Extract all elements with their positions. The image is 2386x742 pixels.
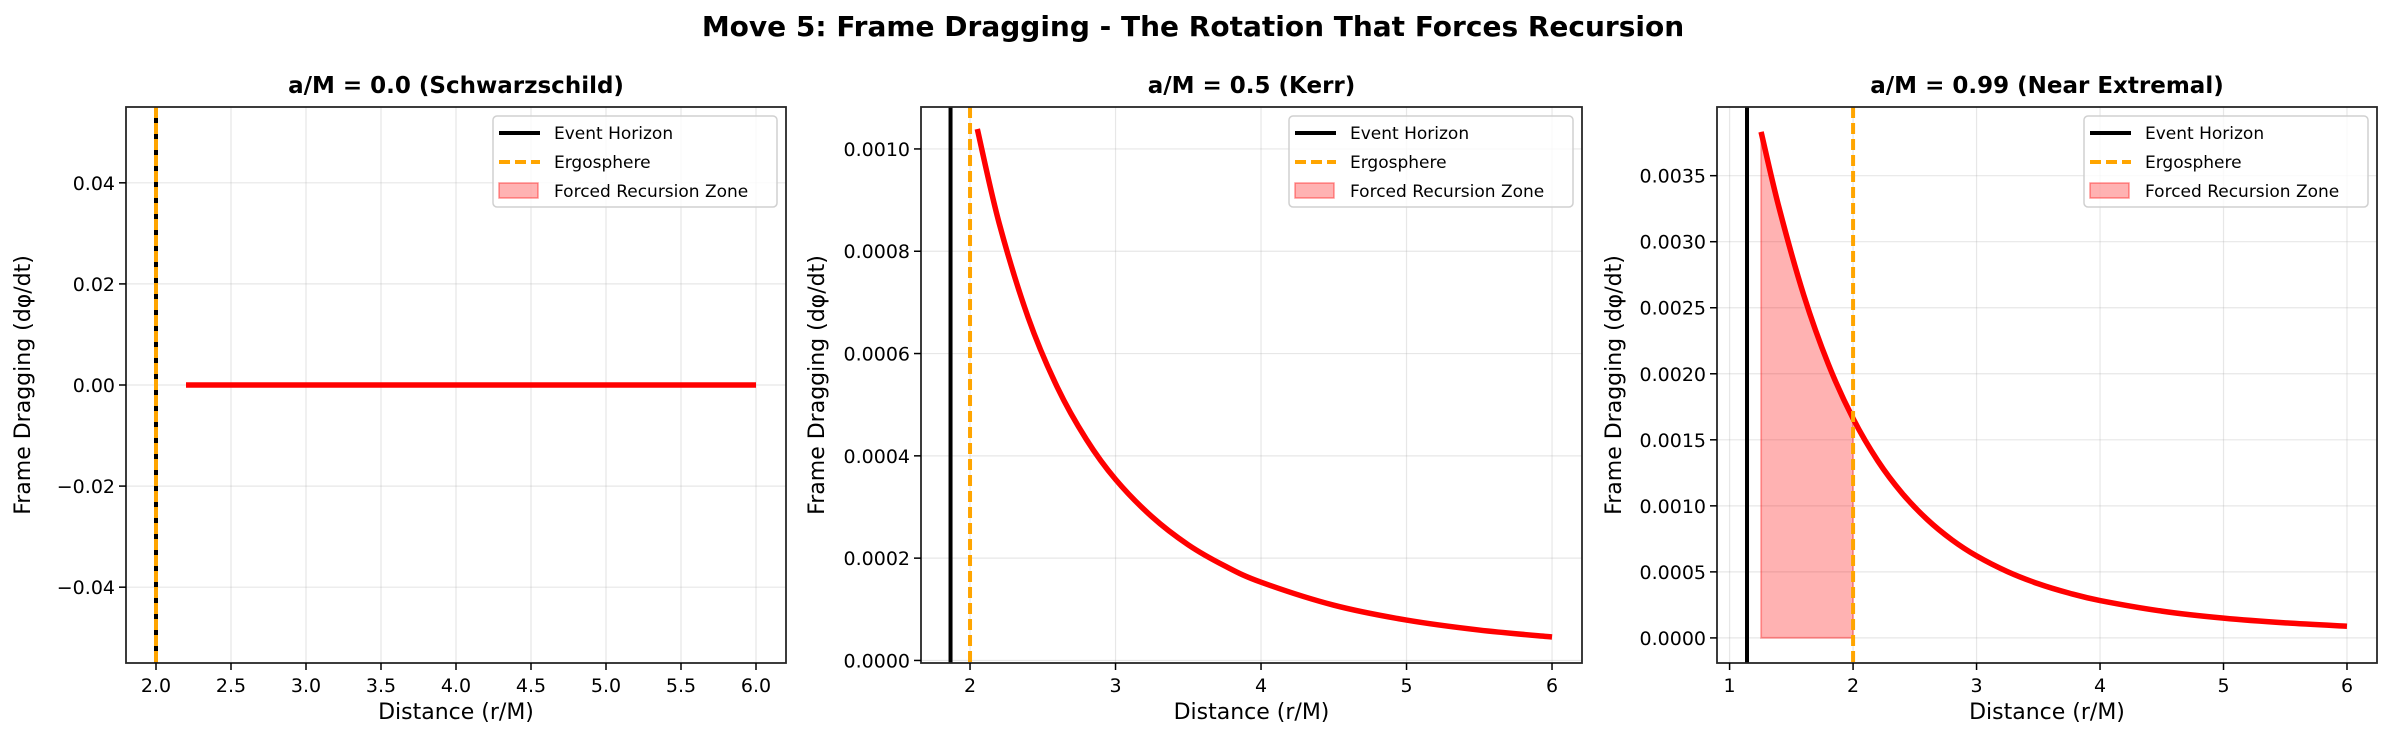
legend-label: Forced Recursion Zone: [2145, 182, 2339, 202]
y-tick-label: 0.0005: [1640, 562, 1706, 584]
legend-fill-swatch: [2089, 182, 2130, 199]
legend-label: Forced Recursion Zone: [554, 182, 748, 202]
y-tick-label: 0.00: [73, 375, 115, 397]
legend-fill-swatch: [1294, 182, 1335, 199]
x-tick-label: 4: [2094, 675, 2106, 697]
y-tick-label: 0.0020: [1640, 364, 1706, 386]
y-axis-label: Frame Dragging (dφ/dt): [11, 255, 36, 515]
legend: Event Horizon Ergosphere Forced Recursion …: [2083, 115, 2369, 208]
x-tick-label: 3: [1971, 675, 1983, 697]
x-tick-label: 3.0: [291, 675, 321, 697]
legend-box: [492, 115, 778, 208]
legend-label: Forced Recursion Zone: [1350, 182, 1544, 202]
legend: Event Horizon Ergosphere Forced Recursion …: [1288, 115, 1574, 208]
legend-box: [1288, 115, 1574, 208]
y-tick-label: 0.0004: [844, 446, 910, 468]
x-tick-label: 2: [1847, 675, 1859, 697]
legend: Event Horizon Ergosphere Forced Recursion …: [492, 115, 778, 208]
y-tick-label: 0.0025: [1640, 298, 1706, 320]
plot-area: [948, 107, 1553, 663]
y-tick-label: 0.0008: [844, 241, 910, 263]
subplot-title: a/M = 0.99 (Near Extremal): [1870, 73, 2223, 99]
plot-area: [154, 107, 756, 663]
x-axis-label: Distance (r/M): [1174, 700, 1330, 725]
subplot-1: 2.0 2.5 3.0 3.5 4.0 4.5 5.0 5.5 6.0 −0.04 −0.02 0.0…: [11, 73, 787, 725]
y-tick-label: 0.0000: [844, 650, 910, 672]
y-tick-label: −0.02: [57, 476, 115, 498]
x-tick-label: 4.0: [441, 675, 471, 697]
y-tick-label: 0.0030: [1640, 232, 1706, 254]
y-tick-label: 0.0002: [844, 548, 910, 570]
x-tick-label: 4.5: [516, 675, 546, 697]
legend-box: [2083, 115, 2369, 208]
subplot-2: 2 3 4 5 6 0.0000 0.0002 0.0004 0.0006 0.0008 0.001…: [805, 73, 1583, 725]
x-tick-label: 6: [1546, 675, 1558, 697]
y-axis-label: Frame Dragging (dφ/dt): [1602, 255, 1627, 515]
y-tick-label: 0.0035: [1640, 166, 1706, 188]
x-tick-label: 5: [2217, 675, 2229, 697]
x-axis-label: Distance (r/M): [1969, 700, 2125, 725]
x-tick-label: 6: [2341, 675, 2353, 697]
x-tick-label: 4: [1255, 675, 1267, 697]
legend-label: Ergosphere: [1350, 153, 1447, 173]
x-tick-label: 5.5: [666, 675, 696, 697]
x-axis-label: Distance (r/M): [378, 700, 534, 725]
y-tick-label: 0.0010: [1640, 496, 1706, 518]
x-tick-label: 2.0: [141, 675, 171, 697]
plot-area: [1745, 107, 2348, 663]
x-tick-label: 5: [1400, 675, 1412, 697]
x-tick-label: 3: [1109, 675, 1121, 697]
legend-label: Event Horizon: [2145, 124, 2264, 144]
y-tick-label: 0.0000: [1640, 628, 1706, 650]
legend-label: Ergosphere: [554, 153, 651, 173]
x-tick-label: 1: [1724, 675, 1736, 697]
y-tick-label: 0.0010: [844, 139, 910, 161]
x-tick-label: 5.0: [591, 675, 621, 697]
frame-dragging-curve: [974, 128, 1553, 640]
y-tick-label: 0.0015: [1640, 430, 1706, 452]
axes-frame: [1716, 106, 2378, 664]
x-tick-label: 2.5: [216, 675, 246, 697]
frame-dragging-curve: [1758, 131, 2348, 629]
legend-fill-swatch: [498, 182, 539, 199]
subplot-title: a/M = 0.5 (Kerr): [1148, 73, 1356, 99]
legend-label: Event Horizon: [1350, 124, 1469, 144]
figure-title: Move 5: Frame Dragging - The Rotation Th…: [702, 10, 1684, 43]
x-tick-label: 6.0: [741, 675, 771, 697]
y-tick-label: 0.0006: [844, 344, 910, 366]
x-tick-label: 2: [964, 675, 976, 697]
y-tick-label: −0.04: [57, 577, 115, 599]
y-axis-label: Frame Dragging (dφ/dt): [805, 255, 830, 515]
y-tick-label: 0.02: [73, 274, 115, 296]
y-tick-label: 0.04: [73, 173, 115, 195]
subplot-title: a/M = 0.0 (Schwarzschild): [288, 73, 624, 99]
x-tick-label: 3.5: [366, 675, 396, 697]
legend-label: Event Horizon: [554, 124, 673, 144]
axes-frame: [920, 106, 1583, 664]
subplot-3: 1 2 3 4 5 6 0.0000 0.0005 0.0010 0.0015 0.0020 0.00…: [1602, 73, 2378, 725]
legend-label: Ergosphere: [2145, 153, 2242, 173]
